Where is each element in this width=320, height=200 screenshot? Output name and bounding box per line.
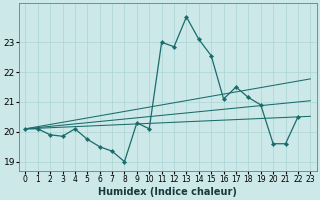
X-axis label: Humidex (Indice chaleur): Humidex (Indice chaleur) — [98, 187, 237, 197]
